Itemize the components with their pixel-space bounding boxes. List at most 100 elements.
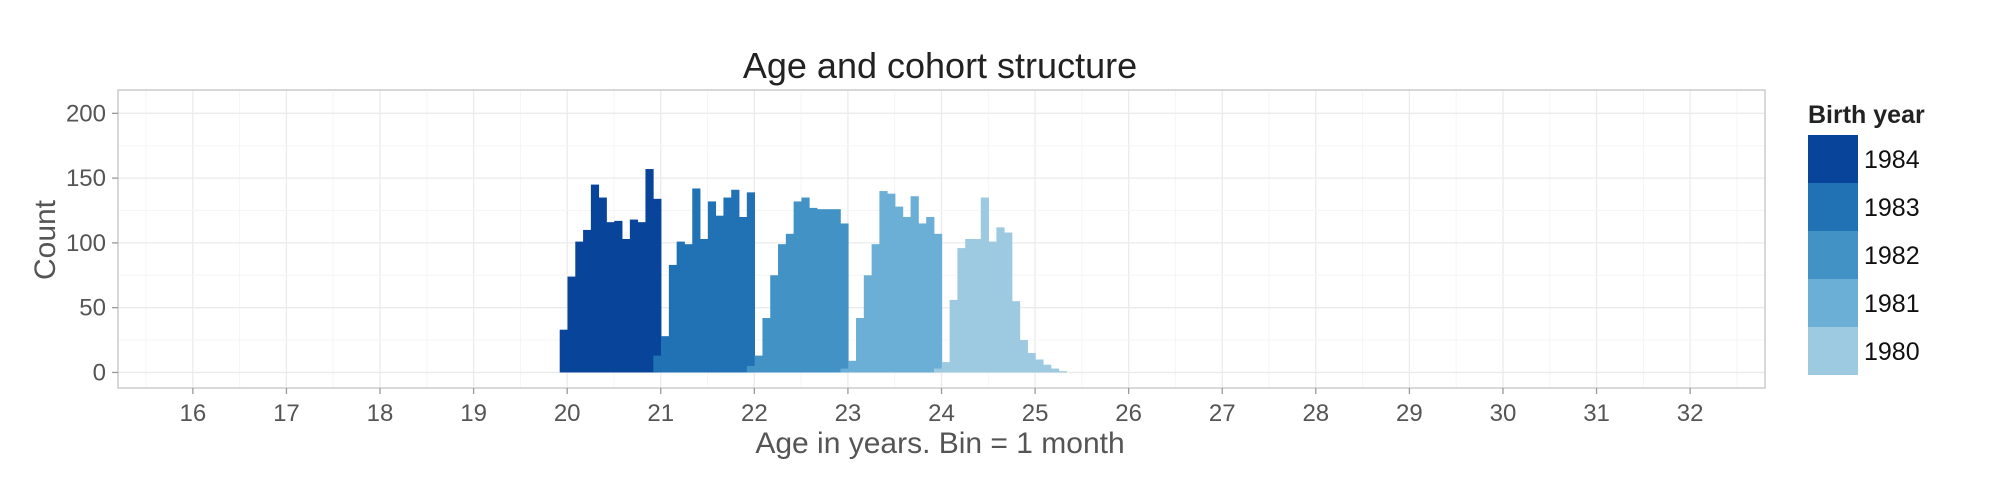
legend-title: Birth year bbox=[1808, 101, 1925, 129]
bar-1981-bin-3 bbox=[863, 275, 873, 373]
bar-1981-bin-11 bbox=[926, 216, 935, 373]
bar-1984-bin-3 bbox=[583, 229, 592, 373]
bar-1984-bin-2 bbox=[575, 241, 584, 373]
bar-1984-bin-11 bbox=[645, 169, 654, 373]
bar-1982-bin-0 bbox=[746, 365, 756, 373]
bar-1980-bin-14 bbox=[1043, 364, 1052, 373]
bar-1981-bin-2 bbox=[856, 318, 865, 373]
bar-1981-bin-10 bbox=[918, 223, 927, 373]
axes: 16 17 18 19 20 21 22 23 24 25 26 27 28 29 30 31 32 0 50 100… bbox=[66, 89, 1766, 427]
y-axis-title: Count bbox=[29, 199, 62, 280]
bar-1983-bin-0 bbox=[653, 355, 662, 373]
bar-1981-bin-1 bbox=[848, 360, 857, 373]
legend-key-1981 bbox=[1808, 279, 1858, 327]
bar-1984-bin-1 bbox=[567, 276, 576, 373]
bar-1983-bin-4 bbox=[684, 244, 693, 373]
x-tick-label: 22 bbox=[741, 400, 768, 427]
bar-1983-bin-3 bbox=[676, 241, 685, 373]
x-tick-label: 27 bbox=[1209, 400, 1236, 427]
bar-1980-bin-6 bbox=[980, 197, 989, 373]
bar-1980-bin-9 bbox=[1004, 232, 1013, 373]
y-tick-label: 50 bbox=[79, 295, 106, 322]
bar-1980-bin-12 bbox=[1027, 353, 1036, 373]
x-tick-label: 19 bbox=[460, 400, 487, 427]
bar-1984-bin-0 bbox=[559, 329, 568, 373]
bar-1983-bin-10 bbox=[731, 189, 740, 373]
bar-1981-bin-4 bbox=[871, 244, 880, 373]
bar-1982-bin-11 bbox=[832, 209, 841, 373]
bar-1980-bin-2 bbox=[949, 299, 958, 373]
bar-1981-bin-8 bbox=[902, 216, 911, 373]
x-tick-label: 32 bbox=[1677, 400, 1704, 427]
bar-1980-bin-3 bbox=[957, 248, 966, 373]
x-tick-label: 24 bbox=[928, 400, 955, 427]
bar-1981-bin-6 bbox=[887, 193, 896, 373]
bar-1980-bin-7 bbox=[988, 241, 997, 373]
bar-1983-bin-2 bbox=[668, 264, 678, 373]
bar-1982-bin-6 bbox=[793, 201, 802, 373]
bar-1984-bin-6 bbox=[606, 222, 615, 373]
x-tick-label: 29 bbox=[1396, 400, 1423, 427]
bar-1983-bin-1 bbox=[661, 336, 670, 373]
bar-1980-bin-5 bbox=[972, 239, 982, 373]
legend-label-1982: 1982 bbox=[1864, 242, 1920, 270]
bar-1981-bin-7 bbox=[895, 206, 904, 373]
y-tick-label: 150 bbox=[66, 165, 106, 192]
x-tick-label: 28 bbox=[1302, 400, 1329, 427]
bar-1984-bin-9 bbox=[629, 219, 639, 373]
legend: Birth year 1984 1983 1982 1981 1980 bbox=[1808, 101, 1925, 375]
bar-1981-bin-0 bbox=[840, 368, 849, 373]
bar-1984-bin-12 bbox=[653, 198, 662, 373]
legend-label-1984: 1984 bbox=[1864, 146, 1920, 174]
bar-1982-bin-4 bbox=[778, 244, 787, 373]
x-tick-label: 23 bbox=[835, 400, 862, 427]
bar-1980-bin-8 bbox=[996, 227, 1005, 373]
bar-1983-bin-8 bbox=[715, 215, 724, 373]
legend-key-1982 bbox=[1808, 231, 1858, 279]
bar-1981-bin-9 bbox=[910, 196, 919, 373]
legend-label-1983: 1983 bbox=[1864, 194, 1920, 222]
bar-1980-bin-11 bbox=[1019, 340, 1028, 373]
bar-1984-bin-8 bbox=[622, 239, 631, 373]
x-tick-label: 25 bbox=[1022, 400, 1049, 427]
y-tick-label: 0 bbox=[93, 359, 106, 386]
bar-1982-bin-8 bbox=[809, 207, 818, 373]
bar-1984-bin-5 bbox=[598, 197, 607, 373]
bar-1982-bin-2 bbox=[762, 318, 771, 373]
bar-1980-bin-15 bbox=[1050, 368, 1060, 373]
bar-1982-bin-12 bbox=[840, 223, 849, 373]
bar-1984-bin-4 bbox=[590, 184, 600, 373]
bar-1984-bin-10 bbox=[637, 222, 646, 373]
chart-title: Age and cohort structure bbox=[743, 45, 1137, 86]
x-tick-label: 21 bbox=[647, 400, 674, 427]
bar-1982-bin-3 bbox=[770, 275, 779, 373]
bar-1983-bin-12 bbox=[746, 192, 756, 373]
bar-1982-bin-7 bbox=[801, 197, 810, 373]
bar-1984-bin-7 bbox=[614, 220, 623, 373]
x-tick-label: 31 bbox=[1583, 400, 1610, 427]
bar-1980-bin-0 bbox=[934, 368, 943, 373]
x-axis-title: Age in years. Bin = 1 month bbox=[755, 427, 1124, 460]
bar-1982-bin-1 bbox=[754, 355, 763, 373]
bar-1980-bin-16 bbox=[1058, 371, 1067, 373]
bar-1980-bin-1 bbox=[941, 362, 951, 373]
bar-1983-bin-9 bbox=[723, 197, 732, 373]
bars bbox=[559, 169, 1067, 373]
x-tick-label: 17 bbox=[273, 400, 300, 427]
bar-1980-bin-13 bbox=[1035, 359, 1044, 373]
bar-1982-bin-5 bbox=[785, 233, 795, 373]
bar-1982-bin-9 bbox=[817, 209, 826, 373]
bar-1982-bin-10 bbox=[824, 209, 834, 373]
x-tick-label: 20 bbox=[554, 400, 581, 427]
bar-1980-bin-10 bbox=[1011, 301, 1021, 373]
bar-1983-bin-7 bbox=[707, 201, 717, 373]
legend-label-1980: 1980 bbox=[1864, 338, 1920, 366]
x-tick-label: 26 bbox=[1115, 400, 1142, 427]
legend-key-1980 bbox=[1808, 327, 1858, 375]
bar-1981-bin-5 bbox=[879, 191, 888, 373]
y-tick-label: 200 bbox=[66, 100, 106, 127]
legend-key-1984 bbox=[1808, 135, 1858, 183]
bar-1981-bin-12 bbox=[933, 233, 943, 373]
